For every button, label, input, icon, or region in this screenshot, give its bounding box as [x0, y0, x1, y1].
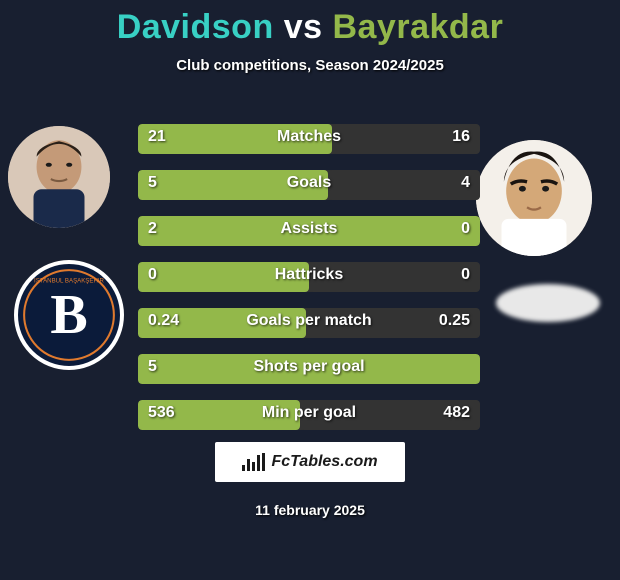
- stat-value-left: 21: [148, 128, 166, 146]
- stats-bars: Matches2116Goals54Assists20Hattricks00Go…: [138, 124, 480, 446]
- vs-label: vs: [284, 8, 323, 46]
- stat-row: Shots per goal5: [138, 354, 480, 384]
- stat-row: Matches21 16: [138, 124, 480, 154]
- brand-text: FcTables.com: [271, 453, 377, 471]
- stat-row: Min per goal536 482: [138, 400, 480, 430]
- stat-row: Hattricks0 0: [138, 262, 480, 292]
- stat-value-left: 536: [148, 404, 175, 422]
- stat-value-right: 482: [443, 404, 470, 422]
- player1-avatar: [8, 126, 110, 228]
- stat-label: Min per goal: [138, 404, 480, 422]
- stat-label: Goals per match: [138, 312, 480, 330]
- stat-value-right: 0: [461, 266, 470, 284]
- stat-value-right: 4: [461, 174, 470, 192]
- stat-value-left: 0: [148, 266, 157, 284]
- stat-row: Assists2 0: [138, 216, 480, 246]
- subtitle: Club competitions, Season 2024/2025: [0, 57, 620, 74]
- comparison-title: Davidson vs Bayrakdar: [0, 0, 620, 47]
- stat-label: Matches: [138, 128, 480, 146]
- stat-value-right: 16: [452, 128, 470, 146]
- player1-name: Davidson: [117, 8, 274, 46]
- player1-club-badge: ISTANBUL BAŞAKŞEHIR B: [14, 260, 124, 370]
- player2-avatar: [476, 140, 592, 256]
- stat-value-left: 5: [148, 174, 157, 192]
- player2-club-badge: [496, 284, 600, 322]
- player2-name: Bayrakdar: [332, 8, 503, 46]
- svg-text:ISTANBUL BAŞAKŞEHIR: ISTANBUL BAŞAKŞEHIR: [34, 277, 105, 284]
- stat-label: Goals: [138, 174, 480, 192]
- stat-label: Shots per goal: [138, 358, 480, 376]
- stat-value-right: 0: [461, 220, 470, 238]
- stat-row: Goals per match0.24 0.25: [138, 308, 480, 338]
- stat-value-left: 2: [148, 220, 157, 238]
- brand-logo: FcTables.com: [215, 442, 405, 482]
- stat-value-right: 0.25: [439, 312, 470, 330]
- brand-bars-icon: [242, 453, 265, 471]
- stat-value-left: 0.24: [148, 312, 179, 330]
- stat-label: Assists: [138, 220, 480, 238]
- stat-value-left: 5: [148, 358, 157, 376]
- stat-row: Goals5 4: [138, 170, 480, 200]
- stat-label: Hattricks: [138, 266, 480, 284]
- footer-date: 11 february 2025: [0, 502, 620, 518]
